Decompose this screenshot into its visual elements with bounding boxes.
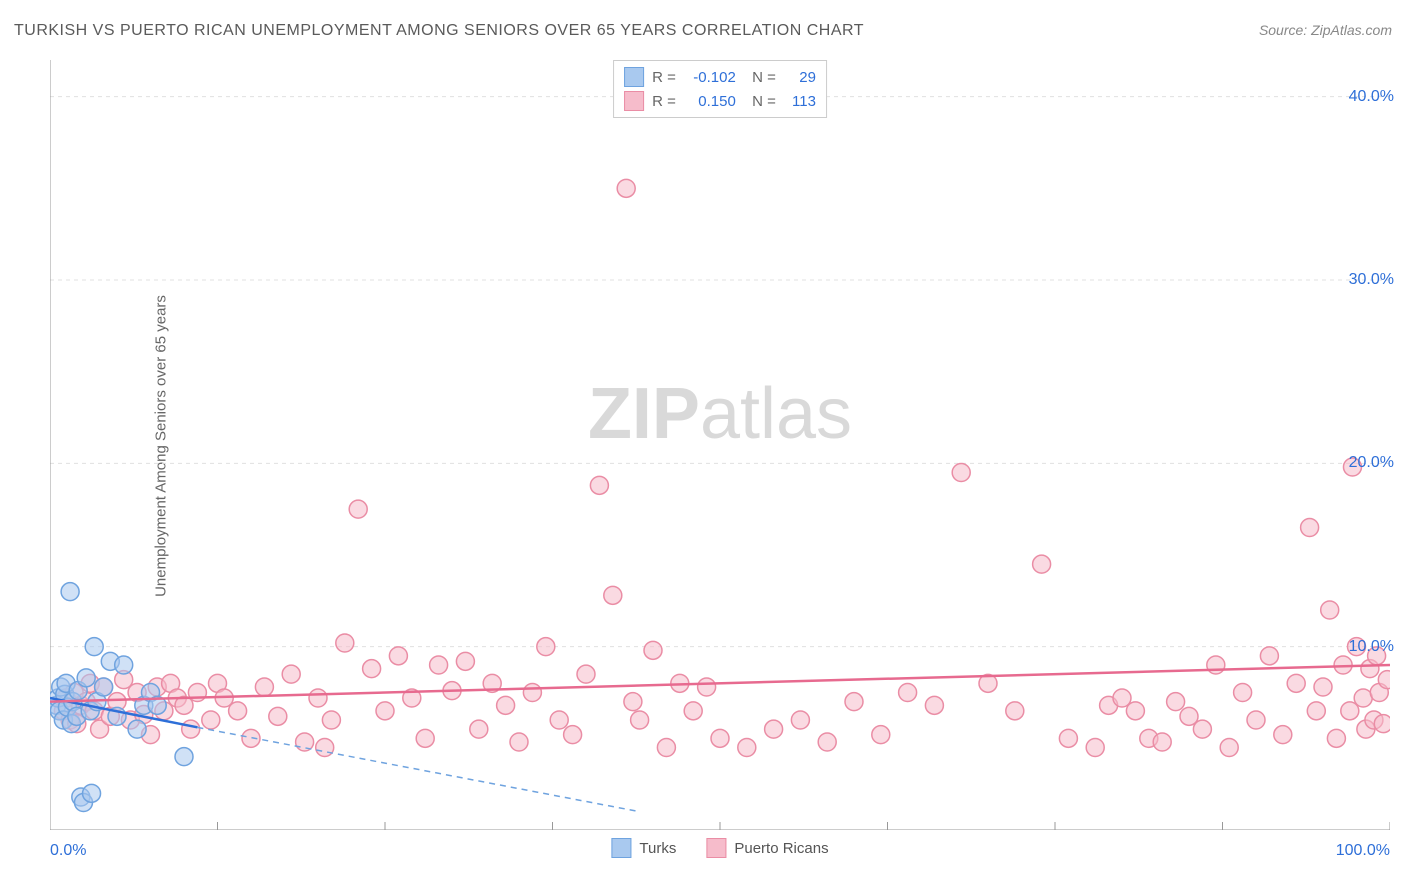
y-tick-label: 30.0% — [1349, 271, 1394, 289]
y-tick-label: 10.0% — [1349, 638, 1394, 656]
swatch-icon — [624, 91, 644, 111]
swatch-icon — [624, 67, 644, 87]
r-value: -0.102 — [684, 69, 736, 86]
plot-area: R = -0.102 N = 29 R = 0.150 N = 113 ZIPa… — [50, 60, 1390, 830]
legend-item-puerto-ricans: Puerto Ricans — [706, 838, 828, 858]
r-value: 0.150 — [684, 93, 736, 110]
x-axis-min-label: 0.0% — [50, 842, 86, 860]
r-label: R = — [652, 93, 676, 110]
series-legend: Turks Puerto Ricans — [611, 838, 828, 858]
r-label: R = — [652, 69, 676, 86]
n-value: 29 — [784, 69, 816, 86]
legend-row-puerto-ricans: R = 0.150 N = 113 — [624, 89, 816, 113]
n-label: N = — [744, 93, 776, 110]
source-credit: Source: ZipAtlas.com — [1259, 22, 1392, 38]
n-label: N = — [744, 69, 776, 86]
legend-label: Puerto Ricans — [734, 840, 828, 857]
y-tick-label: 20.0% — [1349, 454, 1394, 472]
y-tick-label: 40.0% — [1349, 88, 1394, 106]
legend-item-turks: Turks — [611, 838, 676, 858]
scatter-chart — [50, 60, 1390, 830]
x-axis-max-label: 100.0% — [1336, 842, 1390, 860]
swatch-icon — [706, 838, 726, 858]
swatch-icon — [611, 838, 631, 858]
legend-label: Turks — [639, 840, 676, 857]
correlation-legend: R = -0.102 N = 29 R = 0.150 N = 113 — [613, 60, 827, 118]
chart-title: TURKISH VS PUERTO RICAN UNEMPLOYMENT AMO… — [14, 22, 864, 40]
legend-row-turks: R = -0.102 N = 29 — [624, 65, 816, 89]
n-value: 113 — [784, 93, 816, 110]
